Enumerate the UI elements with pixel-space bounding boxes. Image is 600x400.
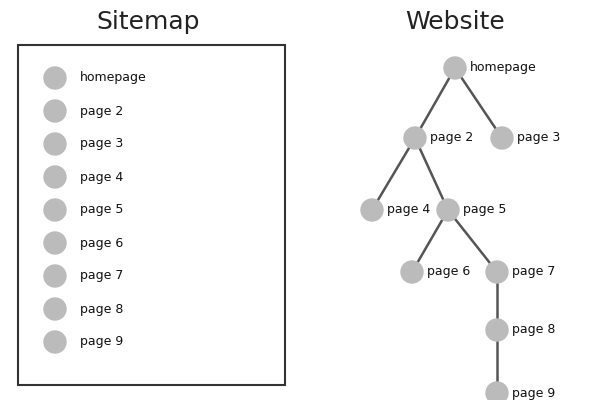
Text: homepage: homepage <box>470 62 537 74</box>
Circle shape <box>401 261 423 283</box>
Circle shape <box>361 199 383 221</box>
FancyBboxPatch shape <box>18 45 285 385</box>
Text: page 9: page 9 <box>80 336 123 348</box>
Circle shape <box>44 265 66 287</box>
Circle shape <box>44 331 66 353</box>
Text: homepage: homepage <box>80 72 147 84</box>
Circle shape <box>44 100 66 122</box>
Circle shape <box>44 232 66 254</box>
Circle shape <box>44 67 66 89</box>
Text: page 8: page 8 <box>80 302 124 316</box>
Text: page 3: page 3 <box>517 132 560 144</box>
Text: page 3: page 3 <box>80 138 123 150</box>
Circle shape <box>44 199 66 221</box>
Circle shape <box>44 298 66 320</box>
Text: page 8: page 8 <box>512 324 556 336</box>
Circle shape <box>491 127 513 149</box>
Circle shape <box>486 319 508 341</box>
Text: page 2: page 2 <box>80 104 123 118</box>
Text: Sitemap: Sitemap <box>96 10 200 34</box>
Text: page 4: page 4 <box>80 170 123 184</box>
Text: page 9: page 9 <box>512 386 555 400</box>
Circle shape <box>486 382 508 400</box>
Text: page 7: page 7 <box>80 270 124 282</box>
Text: page 6: page 6 <box>80 236 123 250</box>
Text: page 5: page 5 <box>80 204 124 216</box>
Circle shape <box>404 127 426 149</box>
Text: page 2: page 2 <box>430 132 473 144</box>
Circle shape <box>444 57 466 79</box>
Text: page 7: page 7 <box>512 266 556 278</box>
Circle shape <box>437 199 459 221</box>
Circle shape <box>44 166 66 188</box>
Text: page 6: page 6 <box>427 266 470 278</box>
Text: Website: Website <box>405 10 505 34</box>
Text: page 4: page 4 <box>387 204 430 216</box>
Circle shape <box>486 261 508 283</box>
Text: page 5: page 5 <box>463 204 506 216</box>
Circle shape <box>44 133 66 155</box>
